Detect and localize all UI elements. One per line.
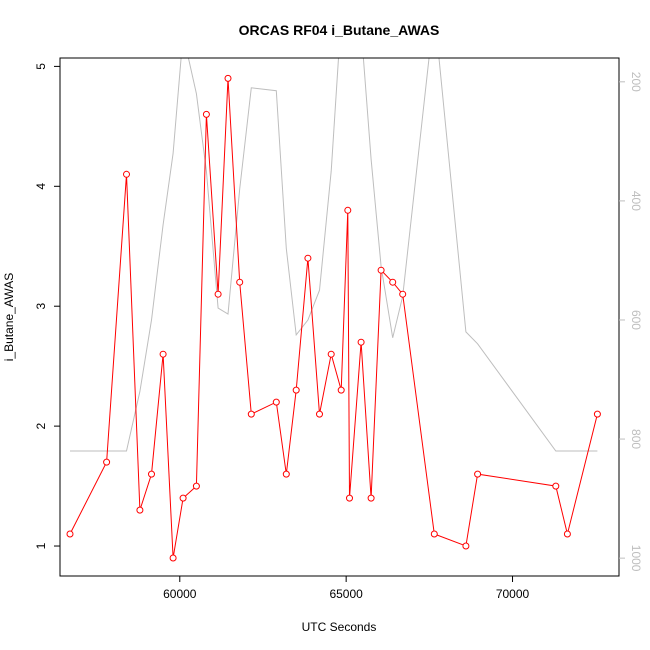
data-point <box>236 278 244 286</box>
plot-frame <box>59 57 620 577</box>
y-tick-label: 2 <box>34 422 48 429</box>
data-point <box>377 266 385 274</box>
data-point <box>103 458 111 466</box>
data-point <box>316 410 323 418</box>
x-tick-label: 65000 <box>329 587 363 601</box>
y-tick-label: 4 <box>34 183 48 190</box>
data-point <box>399 290 407 298</box>
data-point <box>282 470 290 478</box>
data-point <box>224 74 232 82</box>
x-tick-label: 60000 <box>163 587 197 601</box>
data-point <box>462 542 470 550</box>
data-point <box>304 254 312 262</box>
data-point <box>136 506 144 514</box>
x-tick-label: 70000 <box>496 587 530 601</box>
y-tick-label: 3 <box>34 303 48 310</box>
data-point <box>202 110 210 118</box>
right-axis: 200 400 600 800 1000 <box>619 72 643 572</box>
x-axis-label: UTC Seconds <box>302 620 377 634</box>
data-point <box>179 494 187 502</box>
data-point <box>66 530 74 538</box>
data-point <box>159 350 167 358</box>
right-tick-label: 800 <box>629 429 643 449</box>
data-point <box>367 494 375 502</box>
data-point <box>327 350 335 358</box>
x-axis: 60000 65000 70000 <box>163 576 530 601</box>
data-point <box>247 410 255 418</box>
data-point <box>474 470 482 478</box>
data-point <box>192 482 200 490</box>
data-point <box>214 290 222 298</box>
data-point <box>123 170 130 178</box>
plot-layer <box>66 58 601 562</box>
data-point <box>563 530 571 538</box>
left-axis: 1 2 3 4 5 <box>34 63 60 549</box>
data-point <box>389 278 397 286</box>
data-point <box>357 338 365 346</box>
data-point <box>272 398 280 406</box>
right-tick-label: 400 <box>629 191 643 211</box>
data-point <box>552 482 560 490</box>
data-point <box>430 530 438 538</box>
data-point <box>346 494 353 502</box>
right-tick-label: 1000 <box>629 545 643 572</box>
data-point <box>148 470 155 478</box>
y-tick-label: 5 <box>34 63 48 70</box>
y-axis-label: i_Butane_AWAS <box>2 273 16 362</box>
data-point <box>292 386 300 394</box>
right-tick-label: 200 <box>629 72 643 92</box>
data-point <box>169 554 177 562</box>
secondary-series-line <box>70 58 598 452</box>
primary-series-line <box>69 78 598 559</box>
right-tick-label: 600 <box>629 310 643 330</box>
chart-title: ORCAS RF04 i_Butane_AWAS <box>239 22 440 38</box>
data-point <box>337 386 345 394</box>
data-point <box>593 410 601 418</box>
data-point <box>344 206 352 214</box>
y-tick-label: 1 <box>34 542 48 549</box>
